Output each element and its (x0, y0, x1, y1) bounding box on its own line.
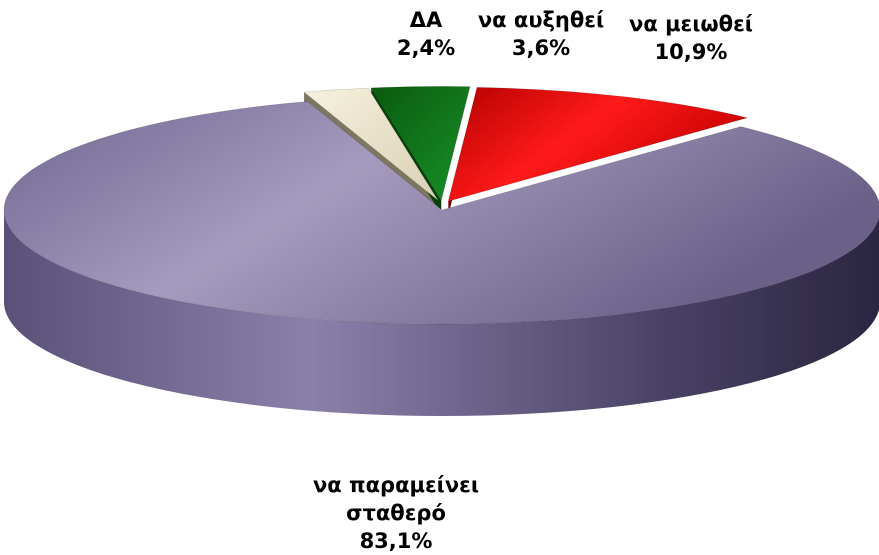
slice-label-increase: να αυξηθεί 3,6% (478, 8, 604, 60)
slice-value-label: 10,9% (655, 40, 728, 64)
slice-value-label: 83,1% (360, 529, 433, 553)
slice-decrease (447, 87, 749, 202)
slice-side-remain-stable (4, 210, 879, 416)
slice-remain-stable (3, 101, 879, 325)
slice-labels: να παραμείνει σταθερό 83,1% ΔΑ 2,4% να αυξηθε… (313, 8, 753, 553)
slice-value-label: 3,6% (512, 36, 570, 60)
slice-name-label: σταθερό (346, 501, 446, 525)
slice-value-label: 2,4% (397, 36, 455, 60)
slice-increase (370, 86, 471, 202)
slice-name-label: να μειωθεί (629, 12, 753, 36)
slice-label-dk-na: ΔΑ 2,4% (397, 8, 455, 60)
slice-dk-na (303, 87, 439, 201)
slice-label-remain-stable: να παραμείνει σταθερό 83,1% (313, 473, 479, 553)
slice-name-label: ΔΑ (410, 8, 443, 32)
slice-name-label: να παραμείνει (313, 473, 479, 497)
slice-name-label: να αυξηθεί (478, 8, 604, 32)
slice-label-decrease: να μειωθεί 10,9% (629, 12, 753, 64)
pie-slices (3, 86, 879, 416)
